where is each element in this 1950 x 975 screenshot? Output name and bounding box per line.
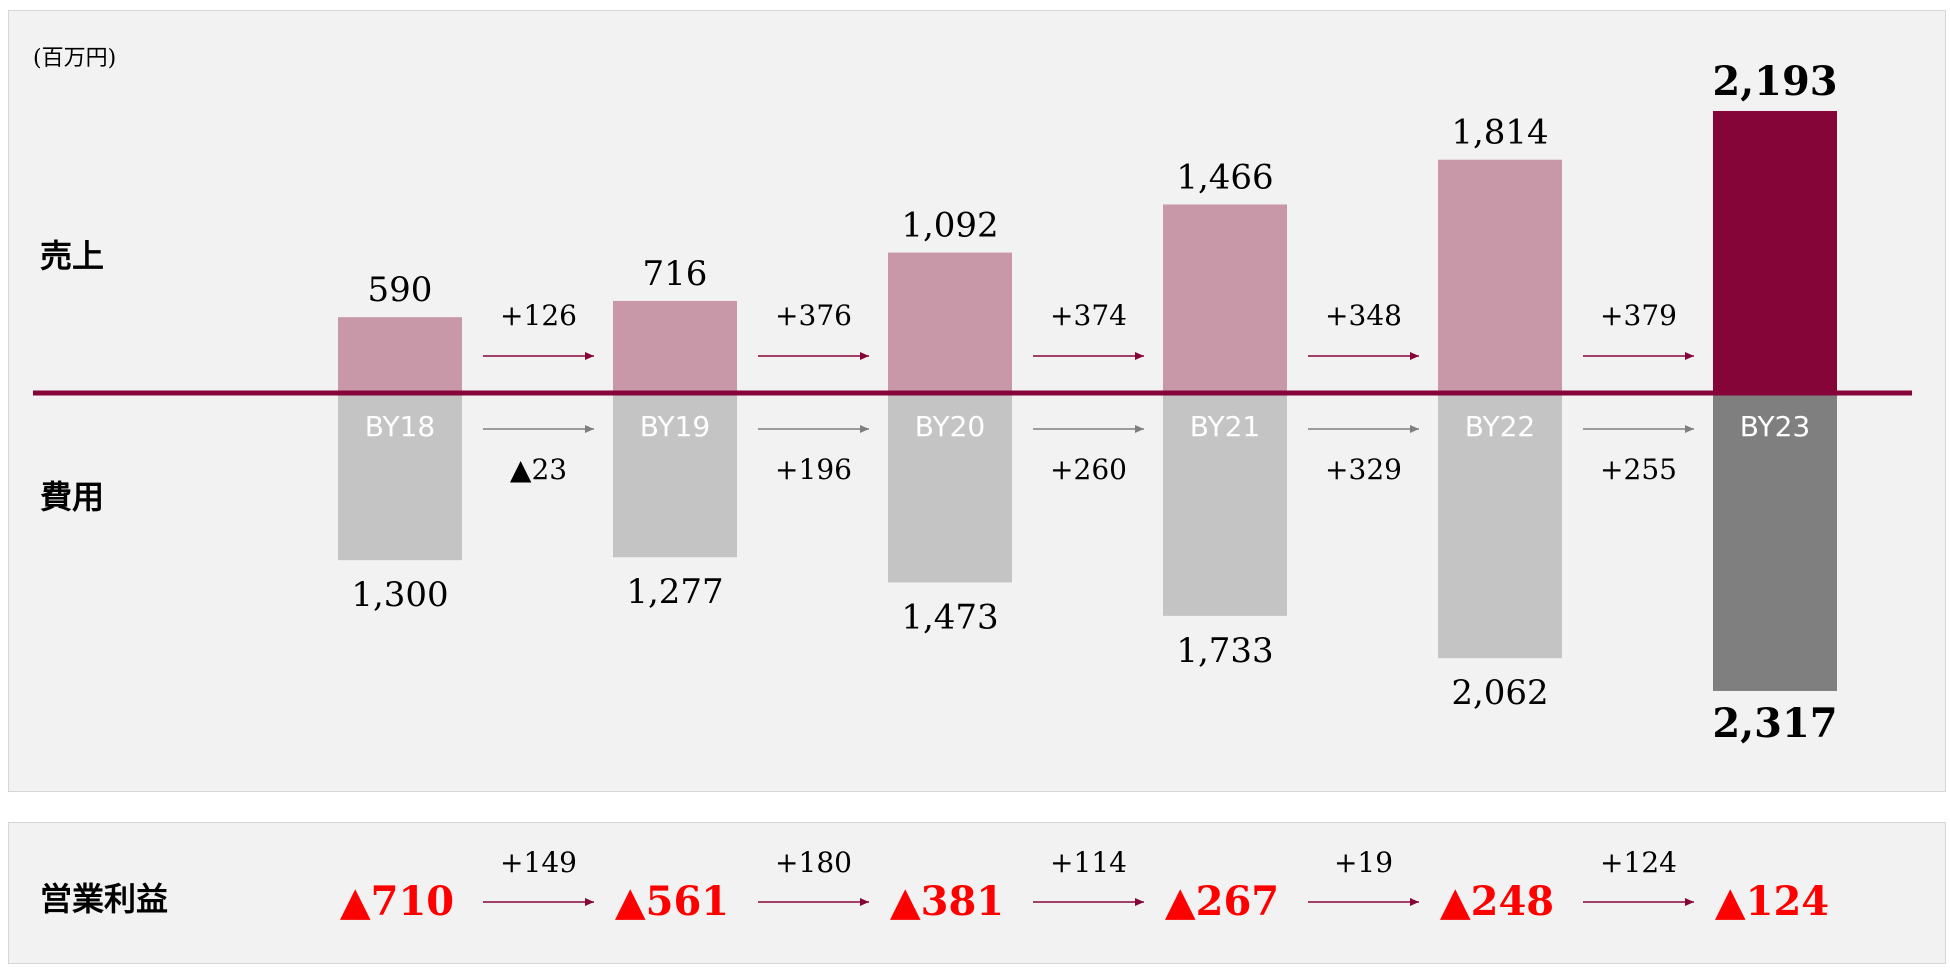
category-label: BY21 [1190, 410, 1260, 443]
cost-value-label: 2,317 [1712, 700, 1837, 747]
operating-profit-value: ▲710 [340, 878, 454, 925]
operating-profit-row-label: 営業利益 [40, 880, 168, 918]
revenue-bar-by22 [1438, 159, 1562, 393]
revenue-value-label: 1,466 [1176, 157, 1273, 197]
revenue-value-label: 1,814 [1451, 113, 1548, 153]
operating-profit-value: ▲381 [890, 878, 1004, 925]
cost-bar-by18 [338, 393, 462, 561]
revenue-bar-by18 [338, 317, 462, 393]
category-label: BY18 [365, 410, 435, 443]
revenue-change-label: +376 [775, 299, 852, 332]
category-label: BY22 [1465, 410, 1535, 443]
revenue-value-label: 716 [643, 254, 708, 294]
revenue-change-label: +348 [1325, 299, 1402, 332]
revenue-change-label: +126 [500, 299, 577, 332]
cost-bar-by21 [1163, 393, 1287, 616]
revenue-change-label: +379 [1600, 299, 1677, 332]
cost-bar-by23 [1713, 393, 1837, 691]
cost-value-label: 1,733 [1176, 631, 1273, 671]
operating-profit-change-label: +149 [500, 846, 577, 879]
operating-profit-value: ▲561 [615, 878, 729, 925]
category-label: BY20 [915, 410, 985, 443]
revenue-bar-by20 [888, 252, 1012, 393]
category-label: BY19 [640, 410, 710, 443]
operating-profit-change-label: +180 [775, 846, 852, 879]
revenue-value-label: 2,193 [1712, 58, 1837, 105]
revenue-value-label: 1,092 [901, 206, 998, 246]
revenue-value-label: 590 [368, 270, 433, 310]
cost-change-label: +260 [1050, 453, 1127, 486]
cost-value-label: 1,473 [901, 597, 998, 637]
cost-bar-by20 [888, 393, 1012, 583]
revenue-bar-by19 [613, 300, 737, 393]
operating-profit-change-label: +114 [1050, 846, 1127, 879]
operating-profit-panel [8, 822, 1946, 964]
cost-row-label: 費用 [40, 478, 104, 516]
operating-profit-change-label: +124 [1600, 846, 1677, 879]
category-label: BY23 [1740, 410, 1810, 443]
revenue-row-label: 売上 [40, 237, 104, 275]
revenue-change-label: +374 [1050, 299, 1127, 332]
operating-profit-change-label: +19 [1334, 846, 1393, 879]
cost-bar-by22 [1438, 393, 1562, 659]
cost-value-label: 1,300 [351, 575, 448, 615]
operating-profit-value: ▲124 [1715, 878, 1829, 925]
cost-bar-by19 [613, 393, 737, 558]
cost-change-label: ▲23 [510, 453, 567, 486]
unit-label: (百万円) [33, 46, 116, 71]
revenue-bar-by21 [1163, 204, 1287, 393]
cost-change-label: +196 [775, 453, 852, 486]
cost-change-label: +255 [1600, 453, 1677, 486]
cost-change-label: +329 [1325, 453, 1402, 486]
operating-profit-value: ▲267 [1165, 878, 1279, 925]
operating-profit-value: ▲248 [1440, 878, 1554, 925]
cost-value-label: 1,277 [626, 572, 723, 612]
revenue-bar-by23 [1713, 110, 1837, 394]
cost-value-label: 2,062 [1451, 673, 1548, 713]
